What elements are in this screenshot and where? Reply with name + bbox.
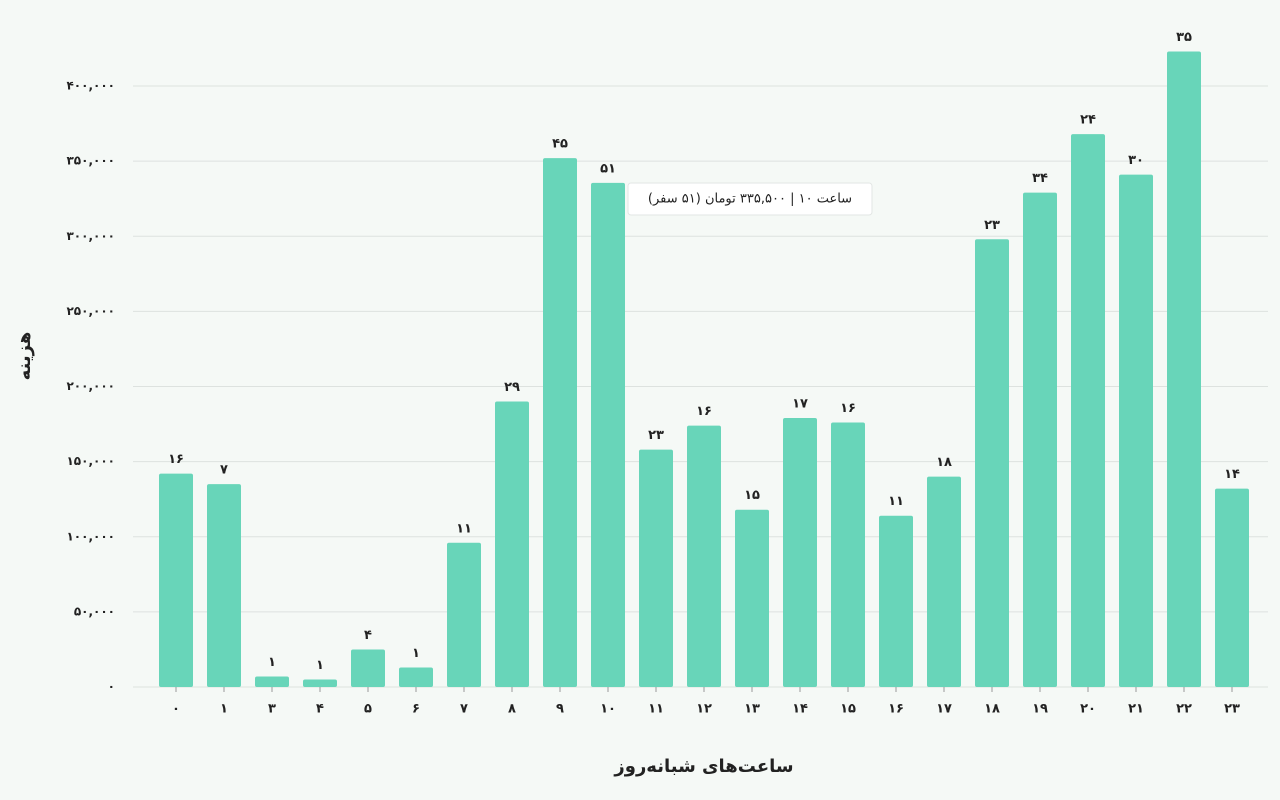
x-tick-label: ۲۲ (1176, 702, 1192, 717)
bar-label: ۱۴ (1224, 467, 1240, 482)
bar-label: ۳۴ (1032, 171, 1048, 186)
bar (975, 239, 1009, 687)
bar-label: ۲۳ (648, 428, 664, 443)
x-tick-label: ۵ (364, 702, 372, 717)
tooltip-box (627, 182, 873, 216)
bar-label: ۴ (364, 628, 372, 643)
bar-label: ۷ (220, 463, 228, 478)
bar (639, 449, 673, 687)
x-tick-label: ۱ (220, 702, 228, 717)
x-tick-label: ۱۲ (696, 702, 712, 717)
bar (159, 473, 193, 687)
bar-label: ۱۶ (696, 404, 712, 419)
bar (1119, 174, 1153, 687)
y-tick-label: ۳۰۰,۰۰۰ (66, 229, 115, 243)
bar (831, 422, 865, 687)
bar-label: ۱ (316, 658, 324, 673)
bar-label: ۳۰ (1128, 153, 1144, 168)
y-tick-label: ۳۵۰,۰۰۰ (66, 154, 115, 168)
x-tick-label: ۱۹ (1032, 702, 1048, 717)
x-tick-label: ۲۱ (1128, 702, 1144, 717)
bar-label: ۵۱ (600, 161, 616, 176)
bar-label: ۱۶ (840, 401, 856, 416)
bar (1023, 192, 1057, 688)
y-tick-label: ۱۰۰,۰۰۰ (66, 529, 115, 543)
bar (1167, 51, 1201, 687)
bar-label: ۱۸ (936, 455, 952, 470)
bar-label: ۱۷ (792, 397, 808, 412)
bar (687, 425, 721, 687)
bar-label: ۱ (412, 646, 420, 661)
y-tick-label: ۱۵۰,۰۰۰ (66, 454, 115, 468)
x-tick-label: ۷ (460, 702, 468, 717)
x-tick-label: ۲۳ (1224, 702, 1240, 717)
x-tick-label: ۱۰ (600, 702, 616, 717)
bar-label: ۱۱ (888, 494, 904, 509)
x-tick-label: ۰ (172, 702, 180, 717)
y-tick-label: ۴۰۰,۰۰۰ (66, 79, 115, 93)
bar (591, 182, 625, 687)
bar (495, 401, 529, 687)
bar-label: ۱۵ (744, 488, 760, 503)
bar-label: ۲۴ (1080, 113, 1096, 128)
bar (255, 676, 289, 687)
tooltip: ساعت ۱۰ | ۳۳۵,۵۰۰ تومان (۵۱ سفر) (627, 182, 873, 216)
x-tick-label: ۴ (316, 702, 324, 717)
bar-label: ۴۵ (552, 137, 568, 152)
y-tick-label: ۲۰۰,۰۰۰ (66, 379, 115, 393)
x-tick-label: ۱۷ (936, 702, 952, 717)
bar (879, 515, 913, 687)
bar-label: ۳۵ (1176, 30, 1192, 45)
x-tick-label: ۳ (268, 702, 276, 717)
bar-label: ۲۹ (504, 380, 520, 395)
bar (303, 679, 337, 687)
bar-label: ۲۳ (984, 218, 1000, 233)
bar (447, 542, 481, 687)
bar (1215, 488, 1249, 687)
bar (735, 509, 769, 687)
y-tick-label: ۰ (108, 680, 115, 694)
x-tick-label: ۸ (508, 702, 516, 717)
x-axis-title: ساعت‌های شبانه‌روز (613, 756, 793, 777)
x-tick-label: ۱۱ (648, 702, 664, 717)
y-tick-label: ۲۵۰,۰۰۰ (66, 304, 115, 318)
bar (351, 649, 385, 687)
bar-label: ۱۶ (168, 452, 184, 467)
plot: ۰ ۵۰,۰۰۰ ۱۰۰,۰۰۰ ۱۵۰,۰۰۰ ۲۰۰,۰۰۰ ۲۵۰,۰۰۰ ۳۰۰,۰… (66, 30, 1268, 717)
x-tick-label: ۶ (412, 702, 420, 717)
bar (783, 418, 817, 687)
bar-label: ۱۱ (456, 521, 472, 536)
tooltip-text: ساعت ۱۰ | ۳۳۵,۵۰۰ تومان (۵۱ سفر) (648, 192, 852, 207)
x-tick-label: ۱۵ (840, 702, 856, 717)
x-tick-label: ۱۴ (792, 702, 808, 717)
bar (1071, 134, 1105, 687)
x-tick-label: ۱۸ (984, 702, 1000, 717)
y-axis-title: هزینه (14, 332, 35, 381)
bar (207, 484, 241, 687)
x-tick-label: ۹ (556, 702, 564, 717)
x-tick-label: ۱۶ (888, 702, 904, 717)
y-tick-label: ۵۰,۰۰۰ (74, 604, 115, 618)
x-tick-label: ۱۳ (744, 702, 760, 717)
bar-label: ۱ (268, 655, 276, 670)
bar (543, 158, 577, 687)
x-tick-label: ۲۰ (1080, 702, 1096, 717)
bar (399, 667, 433, 687)
bar (927, 476, 961, 687)
